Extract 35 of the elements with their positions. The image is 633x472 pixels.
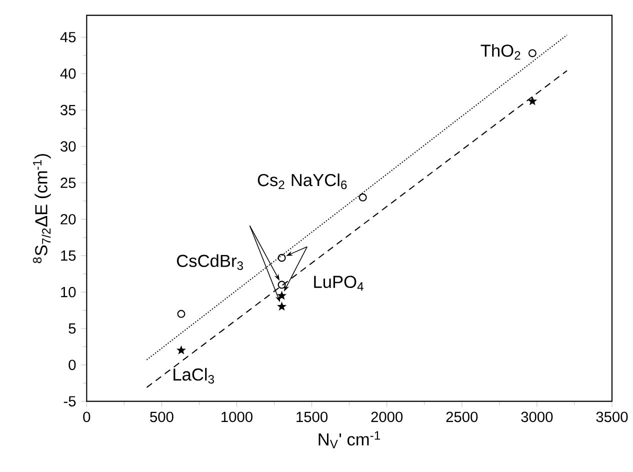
y-tick-label: 45 [60, 32, 76, 42]
x-tick-label: 0 [83, 412, 90, 422]
x-tick-label: 1500 [296, 412, 328, 422]
annotation: ThO$_{2}$ [480, 44, 520, 60]
point [278, 280, 286, 289]
y-tick-label: 40 [60, 68, 76, 79]
point [177, 346, 186, 354]
point [528, 49, 536, 58]
point [358, 193, 367, 202]
y-tick-label: 30 [60, 141, 76, 152]
annotation: Cs$_{2}$ NaYCl$_{6}$ [258, 173, 347, 190]
y-axis-title: $^{8}$S$_{7/2}$ΔE (cm$^{-1}$) [32, 154, 51, 264]
point [528, 97, 536, 105]
x-tick-label: 3500 [596, 412, 628, 422]
x-tick-label: 3000 [521, 412, 553, 422]
y-tick-label: 0 [68, 360, 76, 370]
y-tick-label: 5 [68, 323, 76, 334]
x-axis-title: N$_{V}$' cm$^{-1}$ [318, 431, 380, 448]
x-tick-label: 2000 [371, 412, 403, 422]
point [278, 254, 286, 262]
point [177, 310, 186, 318]
annotation: LuPO$_{4}$ [314, 276, 364, 291]
x-tick-label: 500 [150, 412, 174, 422]
y-tick-label: 35 [60, 104, 76, 116]
x-tick-label: 1000 [222, 412, 252, 422]
y-tick-label: -5 [64, 396, 76, 406]
y-tick-label: 10 [61, 286, 76, 298]
y-tick-label: 15 [61, 250, 76, 261]
point [278, 292, 286, 300]
x-tick-label: 2500 [446, 412, 478, 422]
annotation: LaCl$_{3}$ [174, 368, 214, 384]
annotation: CsCdBr$_{3}$ [176, 254, 243, 270]
y-tick-label: 25 [60, 178, 76, 188]
point [278, 302, 286, 310]
y-tick-label: 20 [60, 214, 76, 224]
